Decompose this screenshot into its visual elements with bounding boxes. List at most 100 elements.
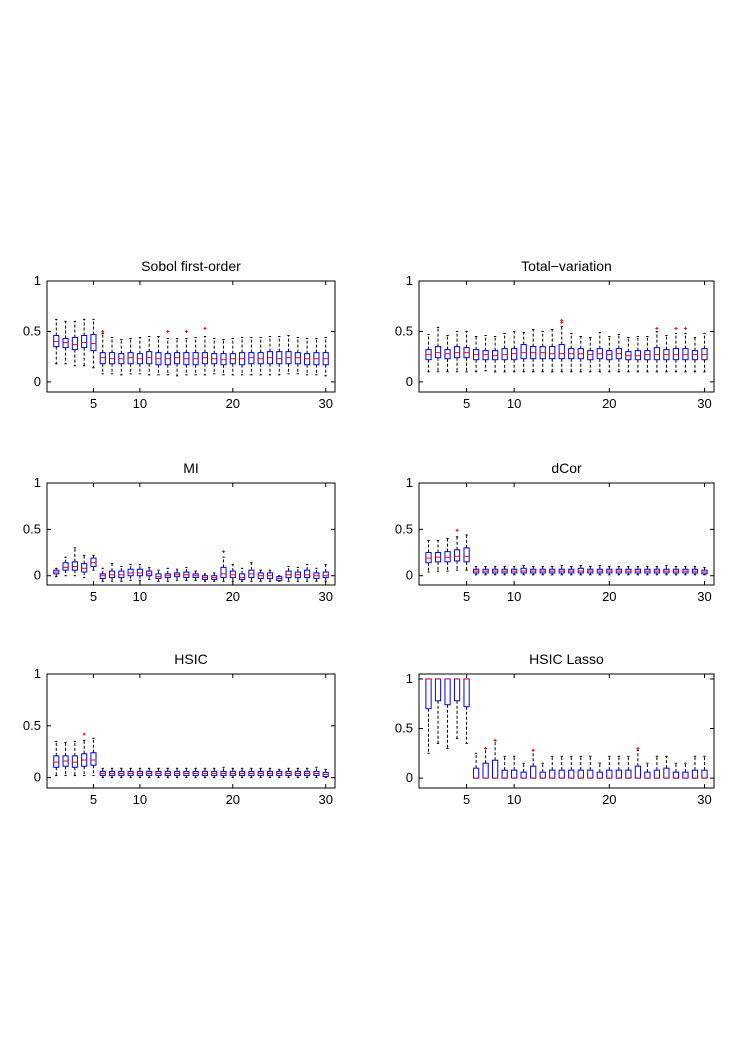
box-rect bbox=[444, 678, 451, 706]
y-tick-label: 0.5 bbox=[23, 323, 41, 338]
box-26 bbox=[663, 565, 670, 576]
box-24 bbox=[266, 336, 274, 376]
box-rect bbox=[201, 352, 208, 365]
box-5 bbox=[90, 737, 97, 777]
box-7 bbox=[482, 334, 489, 372]
box-6 bbox=[472, 752, 480, 779]
box-rect bbox=[501, 769, 508, 779]
box-18 bbox=[211, 767, 218, 779]
box-28 bbox=[304, 338, 311, 376]
box-17 bbox=[577, 565, 584, 576]
box-21 bbox=[239, 567, 246, 582]
box-24 bbox=[644, 336, 651, 373]
axes-frame bbox=[46, 673, 336, 789]
y-tick-label: 0 bbox=[34, 568, 41, 583]
box-7 bbox=[482, 565, 489, 576]
panel-title: Sobol first-order bbox=[141, 258, 241, 274]
box-29 bbox=[691, 337, 699, 373]
box-18 bbox=[587, 755, 594, 779]
x-tick-label: 5 bbox=[90, 589, 97, 604]
box-rect bbox=[511, 769, 518, 779]
box-rect bbox=[615, 769, 622, 779]
box-26 bbox=[285, 334, 292, 375]
box-2 bbox=[62, 556, 69, 577]
box-13 bbox=[539, 762, 546, 779]
box-26 bbox=[285, 767, 292, 779]
y-tick-label: 0.5 bbox=[395, 323, 413, 338]
y-tick-label: 0 bbox=[406, 568, 413, 583]
box-rect bbox=[425, 678, 432, 710]
box-23 bbox=[257, 767, 264, 779]
box-3 bbox=[444, 678, 451, 749]
box-8 bbox=[492, 565, 499, 576]
box-rect bbox=[164, 353, 171, 366]
box-9 bbox=[501, 755, 508, 779]
x-tick-label: 30 bbox=[318, 792, 332, 807]
box-rect bbox=[587, 769, 594, 779]
box-28 bbox=[304, 564, 311, 582]
y-tick-label: 0 bbox=[34, 770, 41, 785]
panel-2: Total−variation 0 0.5 1 5 10 20 30 bbox=[395, 258, 715, 411]
axes-frame bbox=[418, 673, 715, 789]
box-28 bbox=[304, 767, 311, 779]
box-rect bbox=[71, 755, 78, 768]
box-21 bbox=[615, 565, 622, 576]
y-tick-label: 0.5 bbox=[395, 721, 413, 736]
box-rect bbox=[220, 566, 227, 579]
box-rect bbox=[90, 333, 97, 352]
box-rect bbox=[653, 769, 661, 779]
box-4 bbox=[81, 554, 88, 579]
y-tick-label: 0 bbox=[406, 770, 413, 785]
box-16 bbox=[192, 337, 199, 376]
box-rect bbox=[558, 344, 565, 360]
box-rect bbox=[682, 771, 689, 779]
box-17 bbox=[201, 336, 208, 376]
box-2 bbox=[62, 741, 69, 777]
box-7 bbox=[108, 563, 116, 582]
x-tick-label: 10 bbox=[507, 792, 521, 807]
box-6 bbox=[99, 767, 106, 779]
box-13 bbox=[164, 767, 171, 779]
box-29 bbox=[313, 338, 320, 376]
box-rect bbox=[691, 769, 699, 779]
box-19 bbox=[596, 762, 603, 779]
box-rect bbox=[530, 765, 537, 779]
box-8 bbox=[118, 565, 125, 582]
x-tick-label: 20 bbox=[226, 396, 240, 411]
box-rect bbox=[568, 769, 575, 779]
box-5 bbox=[463, 330, 470, 373]
box-29 bbox=[313, 766, 320, 779]
box-20 bbox=[229, 338, 236, 376]
x-tick-label: 10 bbox=[507, 589, 521, 604]
box-23 bbox=[634, 749, 641, 779]
x-tick-label: 5 bbox=[90, 792, 97, 807]
box-3 bbox=[71, 547, 78, 577]
box-20 bbox=[606, 755, 613, 779]
box-5 bbox=[463, 534, 470, 571]
box-1 bbox=[425, 333, 432, 373]
panel-1: Sobol first-order 0 0.5 1 5 10 20 30 bbox=[23, 258, 336, 411]
box-10 bbox=[136, 767, 143, 779]
box-rect bbox=[653, 347, 661, 361]
axes-frame bbox=[418, 280, 715, 393]
box-10 bbox=[136, 564, 143, 581]
x-tick-label: 5 bbox=[463, 396, 470, 411]
box-27 bbox=[672, 762, 680, 779]
box-6 bbox=[99, 567, 106, 582]
y-tick-label: 0.5 bbox=[23, 521, 41, 536]
box-rect bbox=[444, 349, 451, 360]
box-29 bbox=[691, 565, 699, 576]
box-9 bbox=[501, 565, 508, 576]
panel-title: Total−variation bbox=[521, 258, 612, 274]
box-rect bbox=[220, 353, 227, 366]
panel-3: MI 0 0.5 1 5 10 20 30 bbox=[23, 460, 336, 604]
box-13 bbox=[164, 338, 171, 376]
box-25 bbox=[653, 330, 661, 373]
panel-6: HSIC Lasso 0 0.5 1 5 10 20 30 bbox=[395, 651, 715, 807]
box-27 bbox=[672, 332, 680, 373]
box-14 bbox=[174, 568, 181, 581]
box-rect bbox=[606, 769, 613, 779]
box-rect bbox=[257, 352, 264, 365]
box-9 bbox=[501, 332, 508, 373]
panel-4: dCor 0 0.5 1 5 10 20 30 bbox=[395, 460, 715, 604]
